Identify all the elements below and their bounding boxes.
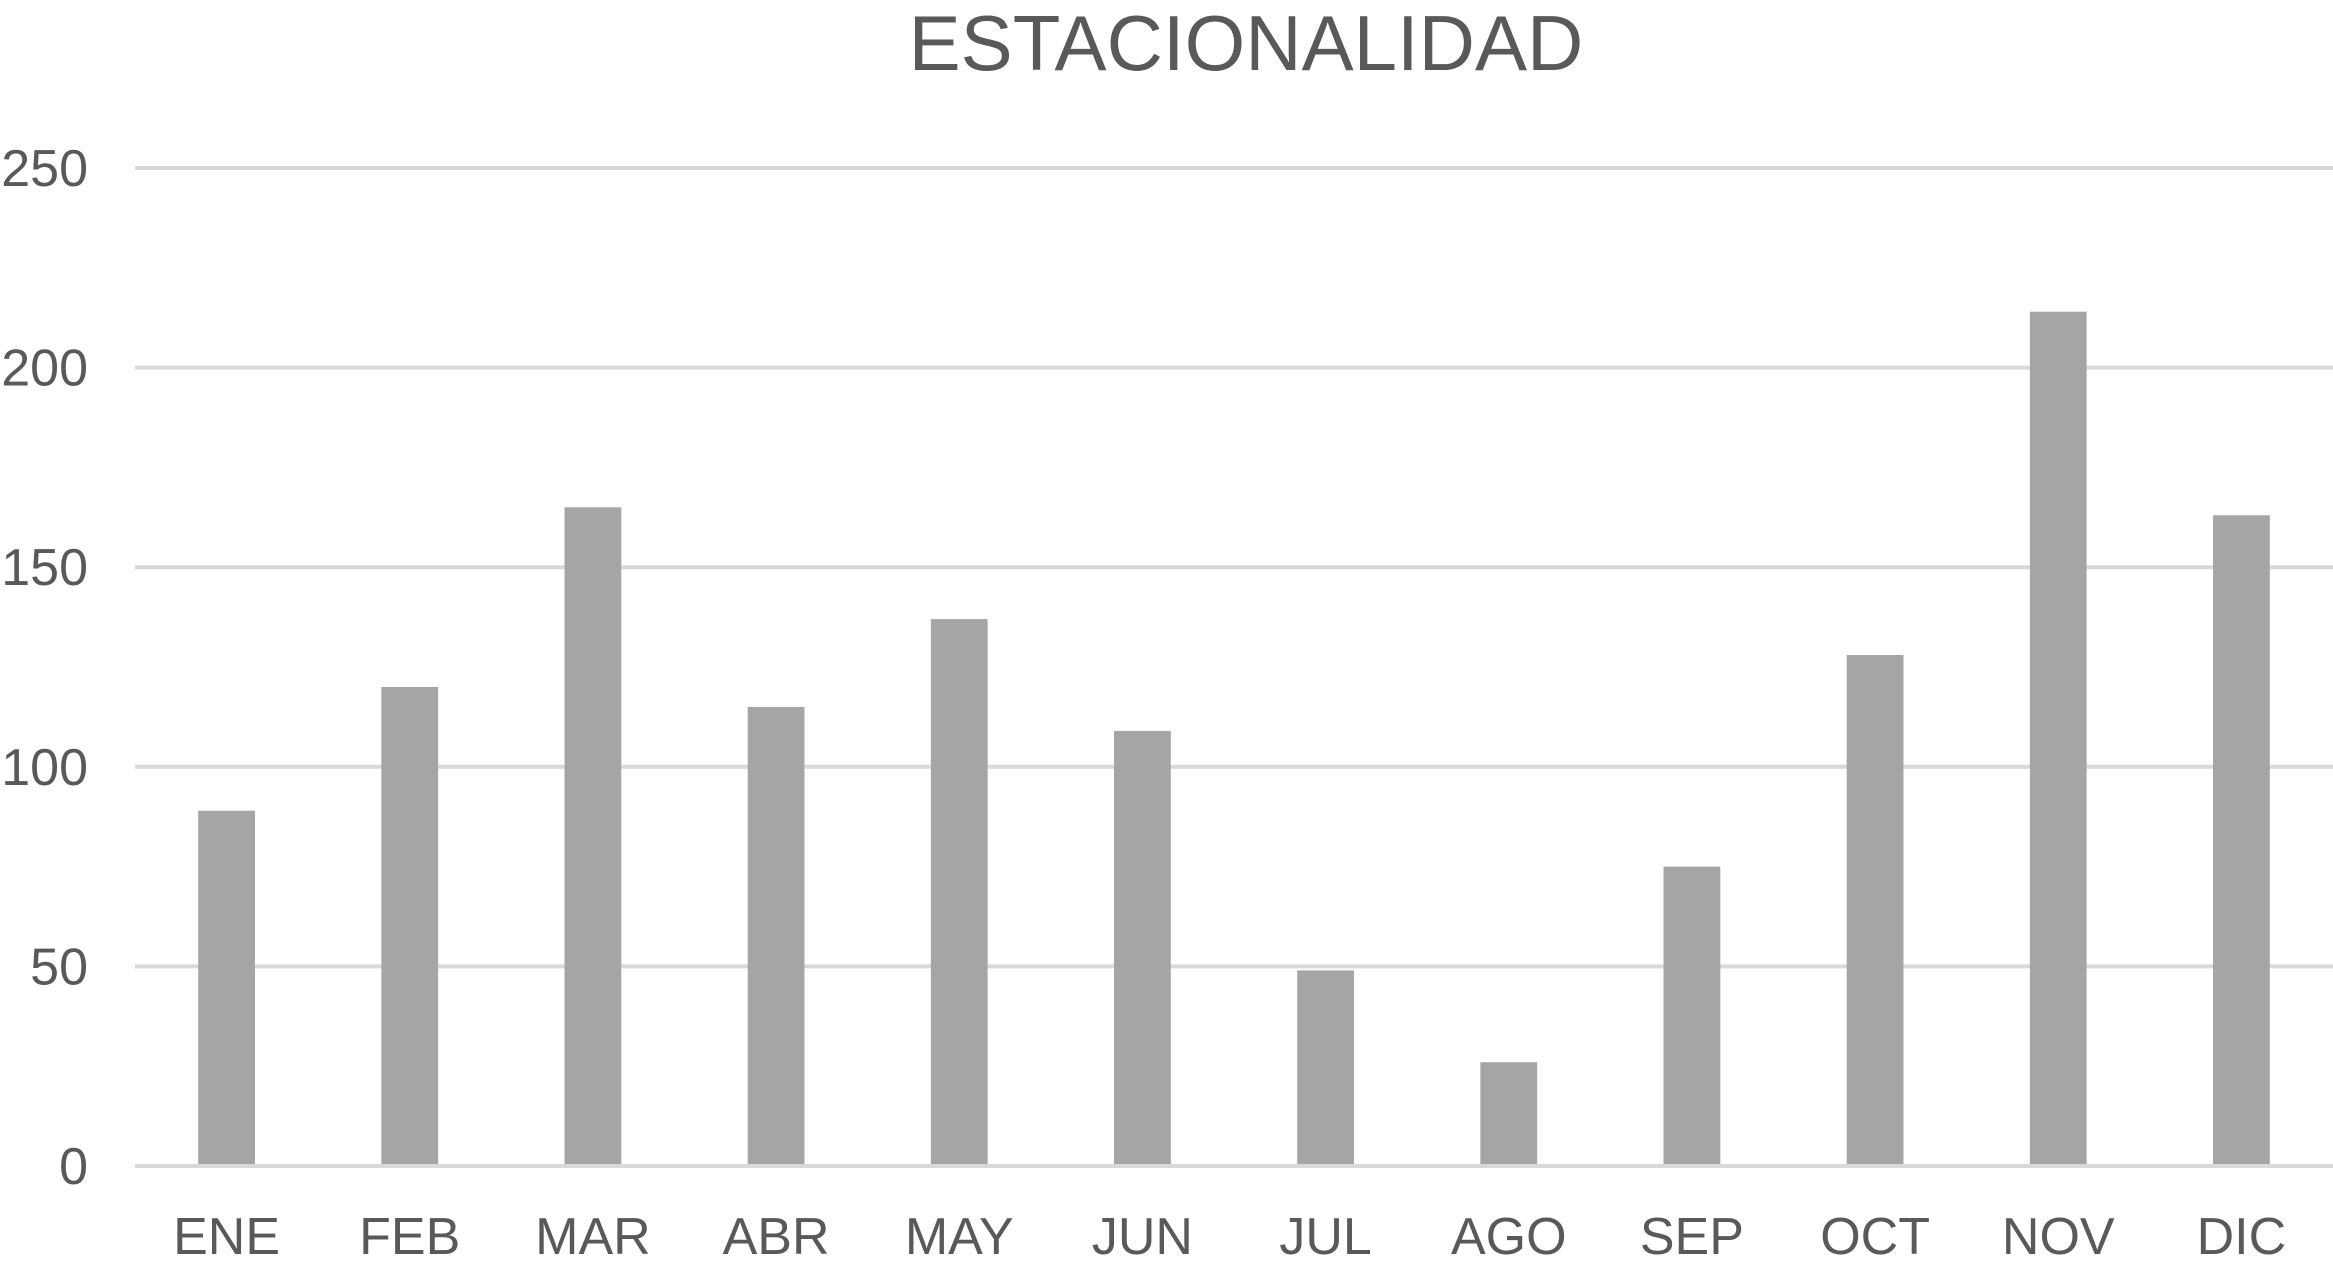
chart-title: ESTACIONALIDAD — [909, 0, 1584, 87]
y-tick-label: 250 — [1, 140, 88, 198]
x-tick-label-nov: NOV — [2002, 1208, 2115, 1266]
x-tick-label-may: MAY — [905, 1208, 1014, 1266]
bar-oct — [1846, 655, 1904, 1166]
x-axis-tick-labels: ENE FEB MAR ABR MAY JUN JUL AGO SEP OCT NOV DIC — [173, 1208, 2286, 1266]
bar-mar — [564, 507, 622, 1166]
x-tick-label-oct: OCT — [1820, 1208, 1930, 1266]
bar-ene — [198, 810, 255, 1166]
x-tick-label-sep: SEP — [1640, 1208, 1744, 1266]
x-tick-label-ago: AGO — [1451, 1208, 1567, 1266]
y-tick-label: 50 — [30, 938, 88, 996]
x-tick-label-feb: FEB — [359, 1208, 460, 1266]
y-tick-label: 200 — [1, 340, 88, 398]
bar-feb — [381, 686, 439, 1166]
x-tick-label-jun: JUN — [1092, 1208, 1193, 1266]
y-axis-tick-labels: 0 50 100 150 200 250 — [1, 140, 88, 1196]
bar-nov — [2029, 311, 2087, 1166]
x-tick-label-jul: JUL — [1279, 1208, 1371, 1266]
bar-may — [930, 619, 988, 1166]
x-tick-label-mar: MAR — [535, 1208, 651, 1266]
bar-ago — [1480, 1062, 1538, 1166]
bar-sep — [1663, 866, 1721, 1166]
bar-jul — [1297, 970, 1354, 1166]
bar-abr — [747, 706, 805, 1166]
x-tick-label-dic: DIC — [2197, 1208, 2287, 1266]
y-tick-label: 0 — [59, 1138, 88, 1196]
bar-jun — [1114, 730, 1171, 1166]
bar-dic — [2213, 515, 2270, 1166]
gridlines — [135, 166, 2333, 1168]
x-tick-label-abr: ABR — [723, 1208, 830, 1266]
y-tick-label: 150 — [1, 539, 88, 597]
x-tick-label-ene: ENE — [173, 1208, 280, 1266]
bars — [135, 311, 2333, 1168]
y-tick-label: 100 — [1, 739, 88, 797]
